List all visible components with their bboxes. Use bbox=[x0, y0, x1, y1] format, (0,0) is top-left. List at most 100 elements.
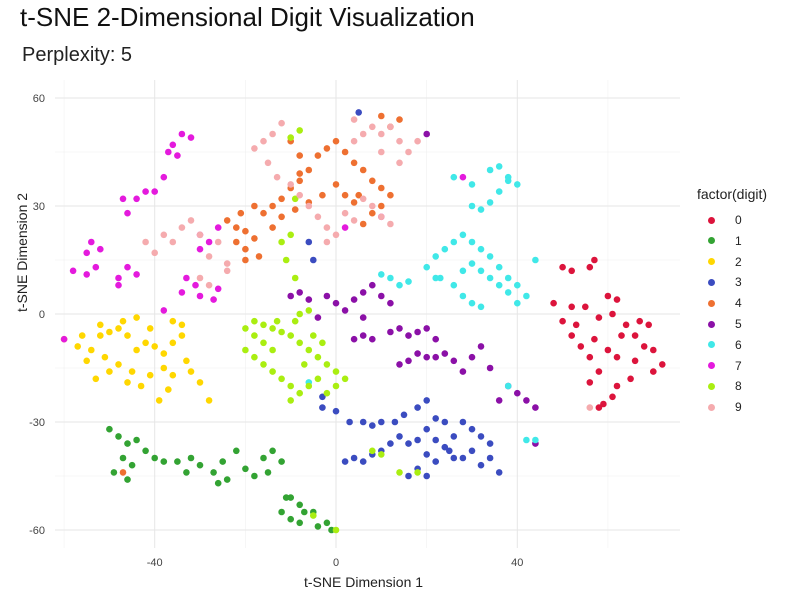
data-point-digit-9 bbox=[332, 231, 340, 239]
data-point-digit-3 bbox=[346, 418, 353, 426]
data-point-digit-1 bbox=[296, 519, 304, 527]
data-point-digit-3 bbox=[450, 433, 458, 440]
data-point-digit-3 bbox=[441, 443, 449, 451]
y-tick-label: -60 bbox=[29, 525, 45, 537]
data-point-digit-4 bbox=[119, 469, 127, 476]
data-point-digit-7 bbox=[83, 249, 90, 257]
data-point-digit-9 bbox=[178, 224, 186, 231]
data-point-digit-7 bbox=[142, 188, 149, 195]
data-point-digit-9 bbox=[369, 202, 376, 210]
legend-item-6: 6 bbox=[708, 335, 742, 355]
data-point-digit-5 bbox=[423, 325, 431, 332]
data-point-digit-4 bbox=[255, 253, 263, 260]
data-point-digit-8 bbox=[287, 231, 295, 239]
data-point-digit-9 bbox=[264, 159, 272, 167]
data-point-digit-8 bbox=[278, 328, 285, 336]
data-point-digit-5 bbox=[359, 289, 367, 296]
data-point-digit-5 bbox=[396, 325, 403, 332]
data-point-digit-3 bbox=[486, 440, 494, 447]
data-point-digit-0 bbox=[586, 379, 594, 386]
data-point-digit-8 bbox=[310, 512, 317, 519]
data-point-digit-4 bbox=[341, 191, 349, 199]
data-point-digit-2 bbox=[160, 350, 168, 357]
data-point-digit-6 bbox=[504, 382, 512, 390]
data-point-digit-1 bbox=[142, 447, 149, 455]
data-point-digit-4 bbox=[242, 245, 249, 253]
data-point-digit-7 bbox=[214, 285, 222, 293]
data-point-digit-0 bbox=[586, 353, 594, 361]
data-point-digit-5 bbox=[514, 389, 521, 397]
data-point-digit-9 bbox=[414, 137, 421, 145]
data-point-digit-0 bbox=[568, 332, 575, 339]
data-point-digit-0 bbox=[640, 343, 648, 350]
legend-swatch bbox=[708, 403, 715, 411]
data-point-digit-5 bbox=[359, 332, 367, 339]
data-point-digit-7 bbox=[205, 238, 213, 246]
data-point-digit-6 bbox=[514, 281, 521, 289]
chart-title: t-SNE 2-Dimensional Digit Visualization bbox=[20, 2, 475, 32]
legend-item-1: 1 bbox=[708, 231, 742, 251]
data-point-digit-5 bbox=[369, 281, 376, 289]
data-point-digit-6 bbox=[468, 299, 476, 307]
data-point-digit-6 bbox=[477, 267, 485, 275]
data-point-digit-7 bbox=[210, 296, 217, 303]
data-point-digit-2 bbox=[169, 317, 177, 325]
data-point-digit-9 bbox=[278, 119, 285, 127]
data-point-digit-6 bbox=[459, 231, 467, 239]
data-point-digit-5 bbox=[305, 296, 313, 303]
data-point-digit-5 bbox=[432, 353, 440, 361]
data-point-digit-1 bbox=[314, 523, 322, 530]
data-point-digit-1 bbox=[110, 469, 118, 476]
data-point-digit-0 bbox=[631, 332, 639, 339]
data-point-digit-6 bbox=[486, 199, 494, 206]
data-point-digit-8 bbox=[291, 274, 299, 282]
data-point-digit-0 bbox=[645, 321, 652, 329]
data-point-digit-8 bbox=[242, 325, 249, 332]
data-point-digit-8 bbox=[269, 346, 276, 354]
data-point-digit-7 bbox=[124, 209, 131, 217]
data-point-digit-3 bbox=[350, 454, 358, 462]
data-point-digit-0 bbox=[604, 346, 612, 354]
data-point-digit-4 bbox=[332, 181, 340, 188]
data-point-digit-6 bbox=[523, 292, 530, 300]
chart-subtitle: Perplexity: 5 bbox=[22, 44, 133, 66]
data-point-digit-3 bbox=[477, 461, 485, 469]
data-point-digit-8 bbox=[273, 317, 281, 325]
data-point-digit-7 bbox=[124, 263, 131, 271]
data-point-digit-4 bbox=[359, 220, 367, 228]
data-point-digit-3 bbox=[423, 397, 431, 404]
legend-label: 1 bbox=[735, 233, 742, 248]
data-point-digit-7 bbox=[60, 335, 68, 343]
data-point-digit-1 bbox=[151, 454, 158, 462]
data-point-digit-0 bbox=[636, 317, 643, 325]
data-point-digit-9 bbox=[214, 238, 222, 246]
data-point-digit-5 bbox=[405, 332, 412, 339]
legend-item-4: 4 bbox=[708, 293, 742, 313]
data-point-digit-3 bbox=[459, 418, 467, 426]
data-point-digit-3 bbox=[432, 458, 440, 465]
data-point-digit-6 bbox=[477, 245, 485, 253]
data-point-digit-2 bbox=[78, 332, 86, 339]
data-point-digit-8 bbox=[323, 389, 331, 397]
data-point-digit-2 bbox=[196, 379, 204, 386]
data-point-digit-1 bbox=[160, 458, 168, 465]
legend-label: 6 bbox=[735, 337, 742, 352]
data-point-digit-1 bbox=[133, 436, 140, 444]
data-point-digit-7 bbox=[133, 195, 140, 203]
data-point-digit-8 bbox=[332, 382, 340, 390]
data-point-digit-6 bbox=[459, 292, 467, 300]
data-point-digit-8 bbox=[332, 368, 340, 375]
data-point-digit-0 bbox=[650, 368, 657, 375]
data-point-digit-5 bbox=[459, 368, 467, 375]
data-point-digit-4 bbox=[291, 206, 299, 213]
data-point-digit-7 bbox=[115, 274, 122, 282]
data-point-digit-6 bbox=[423, 263, 431, 271]
data-point-digit-6 bbox=[477, 303, 485, 311]
data-point-digit-4 bbox=[396, 116, 403, 123]
data-point-digit-6 bbox=[486, 253, 494, 260]
data-point-digit-9 bbox=[378, 213, 385, 221]
data-point-digit-3 bbox=[359, 458, 367, 465]
legend-label: 5 bbox=[735, 317, 742, 331]
data-point-digit-4 bbox=[251, 235, 258, 242]
data-point-digit-3 bbox=[378, 418, 385, 426]
